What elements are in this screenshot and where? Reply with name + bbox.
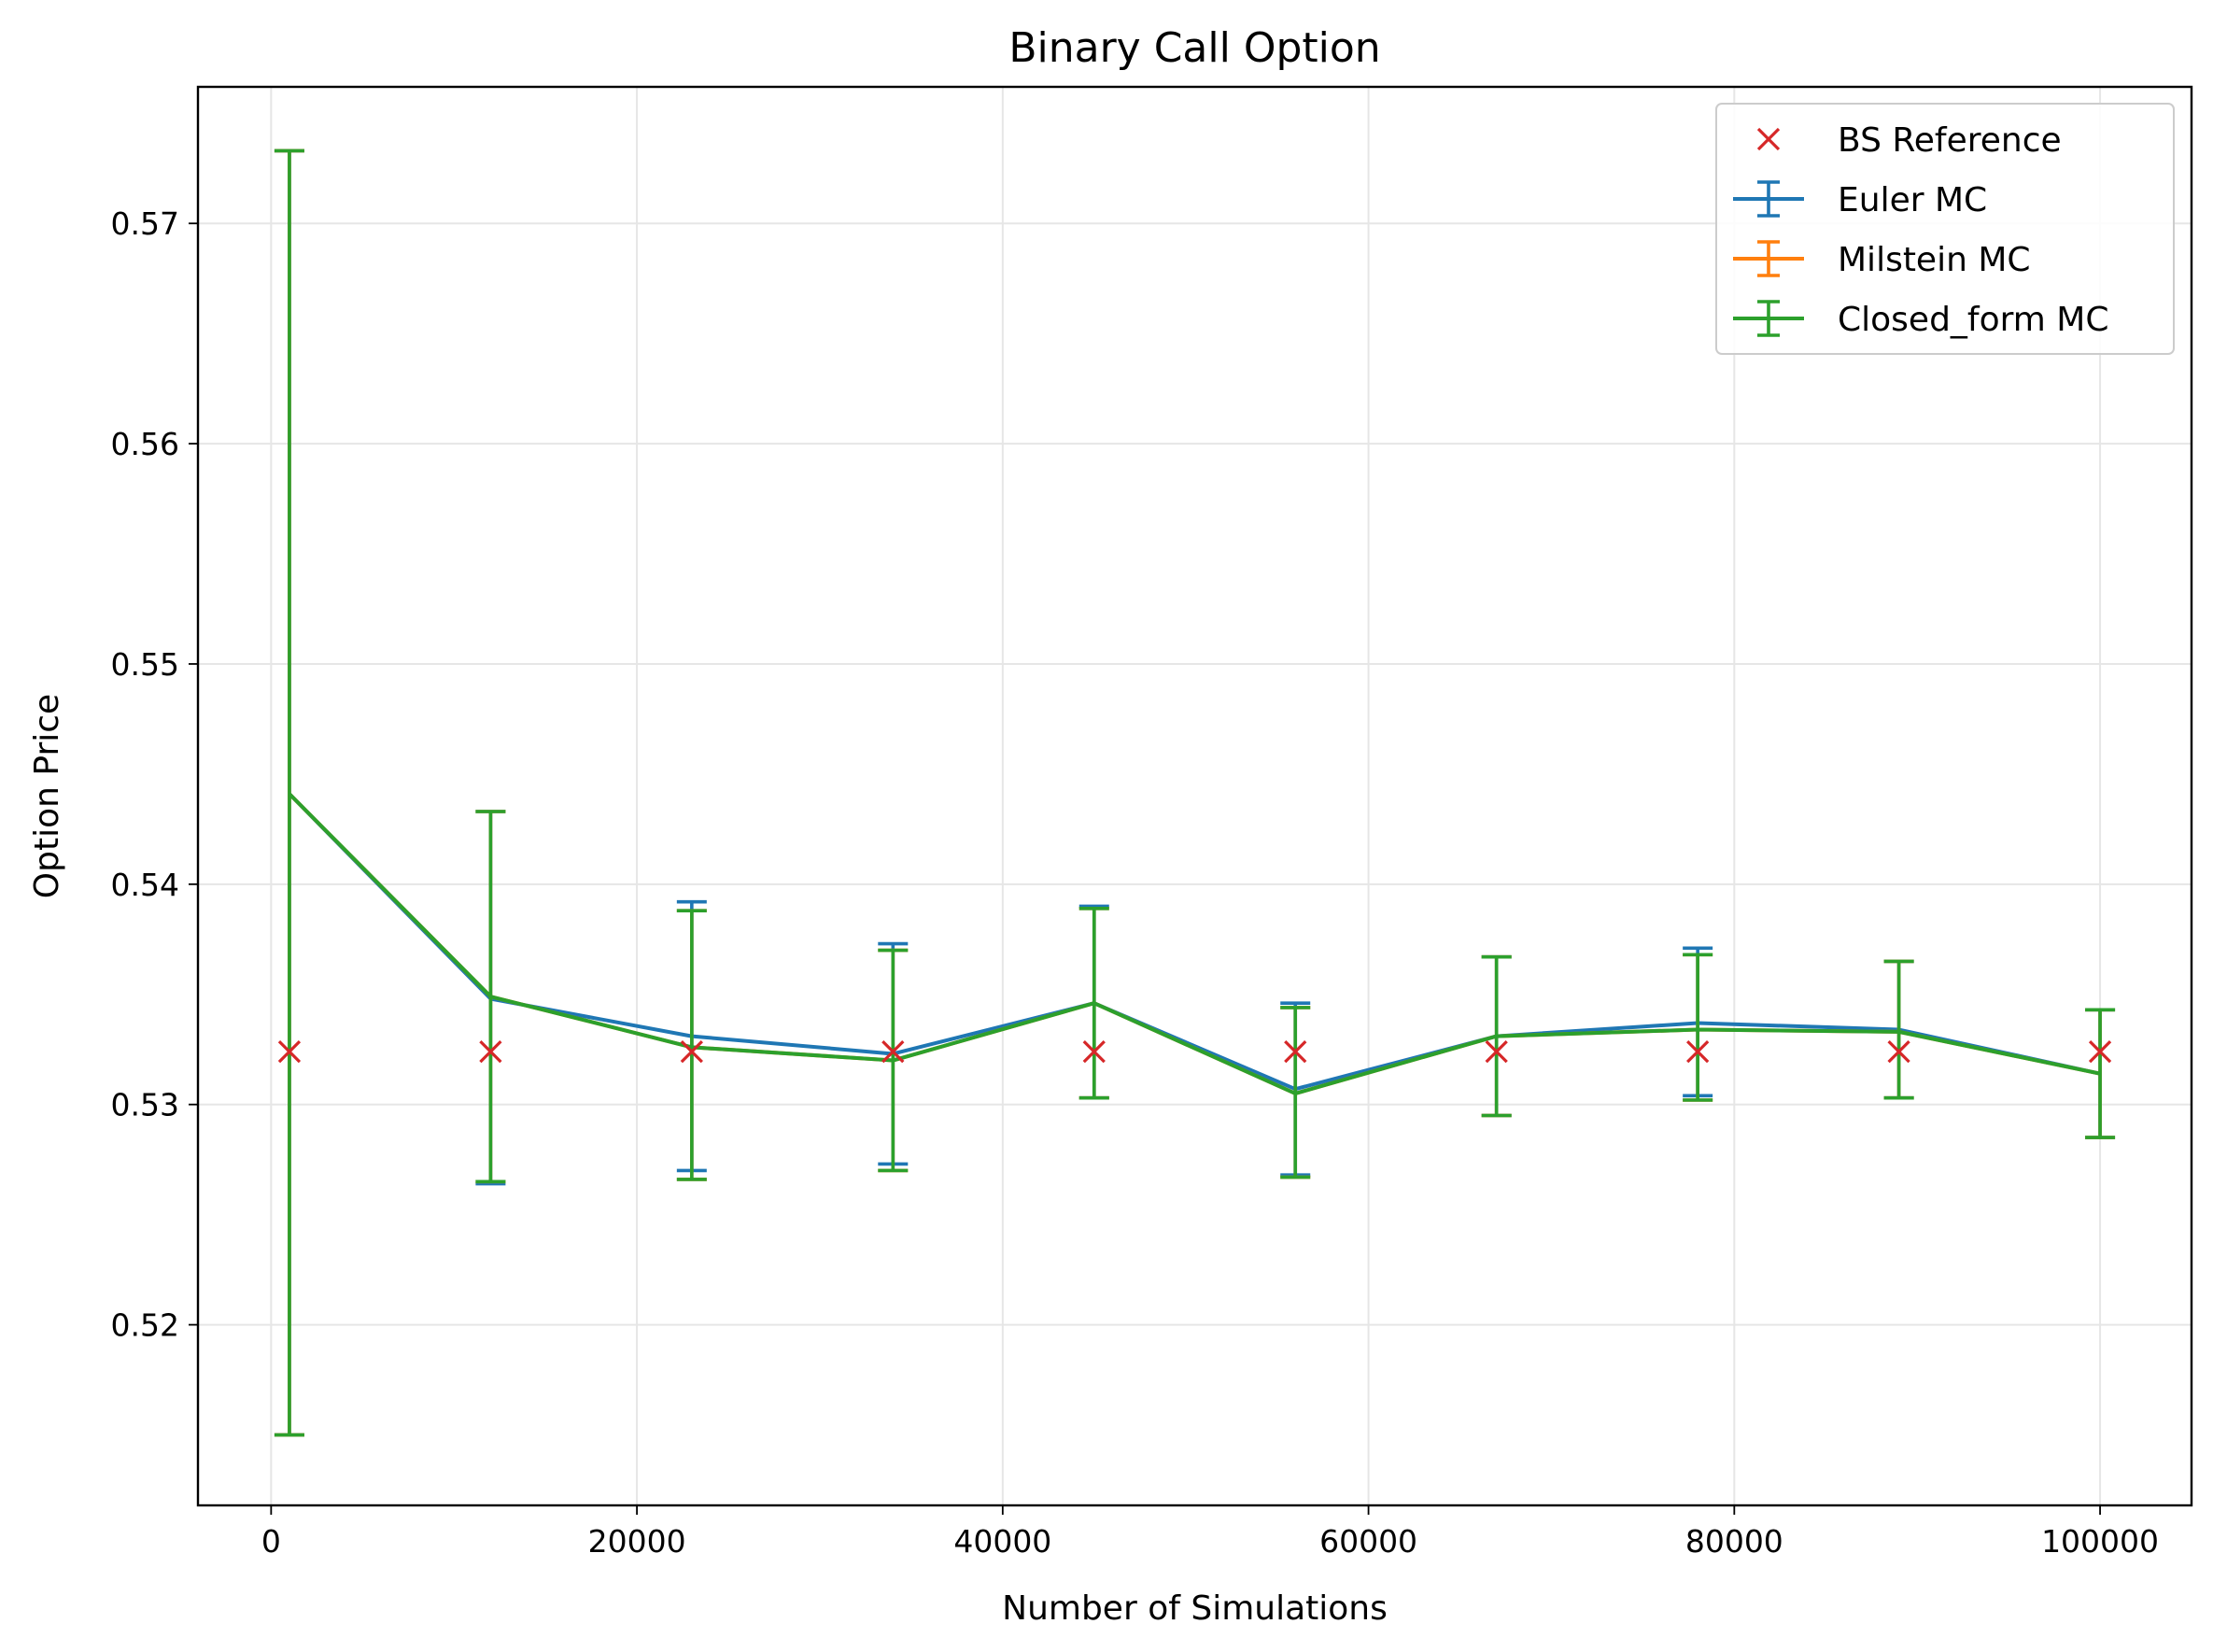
reference-marker [1887, 1039, 1910, 1064]
reference-marker [479, 1039, 502, 1064]
legend: BS Reference Euler MC Milstein MC Closed_fo… [1715, 103, 2175, 355]
reference-marker [1485, 1039, 1508, 1064]
legend-label: BS Reference [1838, 121, 2062, 160]
series-line [288, 792, 2101, 1092]
legend-box [1715, 103, 2175, 355]
reference-marker [881, 1039, 905, 1064]
reference-marker [1686, 1039, 1710, 1064]
legend-label: Milstein MC [1838, 241, 2031, 279]
y-axis-label: Option Price [28, 694, 66, 898]
y-tick-label: 0.56 [111, 426, 179, 462]
legend-label: Euler MC [1838, 181, 1987, 219]
y-tick-label: 0.52 [111, 1307, 179, 1344]
x-tick-label: 100000 [2041, 1523, 2159, 1560]
legend-entry: Closed_form MC [1733, 300, 2109, 339]
series-closed-form-mc [274, 148, 2116, 1437]
series-layer [274, 148, 2116, 1437]
x-axis: 0 20000 40000 60000 80000 100000 [261, 1505, 2159, 1560]
series-bs-reference [277, 1039, 2112, 1064]
chart-title: Binary Call Option [1008, 24, 1380, 72]
y-tick-label: 0.54 [111, 867, 179, 903]
x-tick-label: 20000 [588, 1523, 686, 1560]
y-tick-label: 0.55 [111, 646, 179, 683]
legend-entry: Milstein MC [1733, 240, 2031, 279]
x-tick-label: 60000 [1319, 1523, 1417, 1560]
legend-entry: Euler MC [1733, 180, 1987, 219]
y-axis: 0.52 0.53 0.54 0.55 0.56 0.57 [111, 205, 198, 1344]
legend-label: Closed_form MC [1838, 301, 2109, 339]
x-tick-label: 80000 [1685, 1523, 1783, 1560]
x-axis-label: Number of Simulations [1002, 1589, 1388, 1628]
reference-marker [1082, 1039, 1106, 1064]
x-tick-label: 0 [261, 1523, 281, 1560]
y-tick-label: 0.57 [111, 205, 179, 242]
x-tick-label: 40000 [953, 1523, 1051, 1560]
legend-entry: BS Reference [1756, 121, 2062, 160]
plot-frame [196, 85, 2193, 1507]
reference-marker [680, 1039, 703, 1064]
reference-marker [1284, 1039, 1307, 1064]
series-line [288, 792, 2101, 1095]
legend-marker [1756, 127, 1781, 151]
y-tick-label: 0.53 [111, 1087, 179, 1123]
reference-marker [2088, 1039, 2112, 1064]
reference-marker [277, 1039, 302, 1064]
